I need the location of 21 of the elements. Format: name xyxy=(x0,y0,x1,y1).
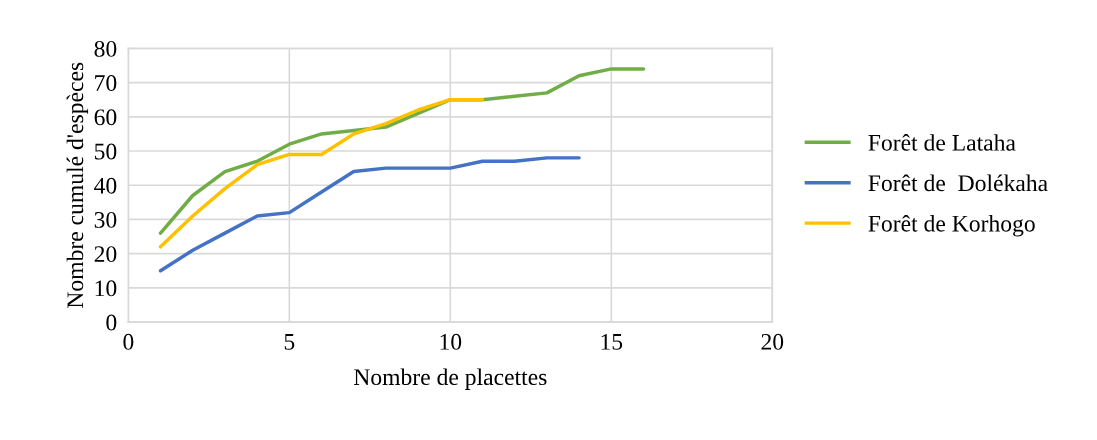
x-tick-label: 20 xyxy=(761,333,784,350)
y-tick-label: 80 xyxy=(94,40,117,57)
x-axis-title: Nombre de placettes xyxy=(353,368,547,390)
y-tick-label: 50 xyxy=(95,143,117,160)
legend-label: Forêt de Dolékaha xyxy=(868,174,1048,192)
y-axis-title: Nombre cumulé d'espèces xyxy=(66,62,89,308)
y-tick-label: 30 xyxy=(94,211,117,228)
line-series xyxy=(158,97,485,249)
x-tick-label: 5 xyxy=(284,334,295,350)
y-tick-label: 40 xyxy=(94,177,117,194)
x-tick-label: 15 xyxy=(601,333,623,350)
x-tick-label: 0 xyxy=(123,333,134,350)
legend-label: Forêt de Korhogo xyxy=(868,214,1035,237)
y-tick-label: 10 xyxy=(95,280,117,297)
y-tick-label: 0 xyxy=(106,314,117,331)
line-series xyxy=(158,156,581,273)
y-tick-label: 60 xyxy=(94,109,117,126)
y-tick-label: 20 xyxy=(94,246,117,263)
legend-label: Forêt de Lataha xyxy=(868,134,1016,151)
x-tick-label: 10 xyxy=(440,333,462,350)
y-tick-label: 70 xyxy=(95,75,117,92)
